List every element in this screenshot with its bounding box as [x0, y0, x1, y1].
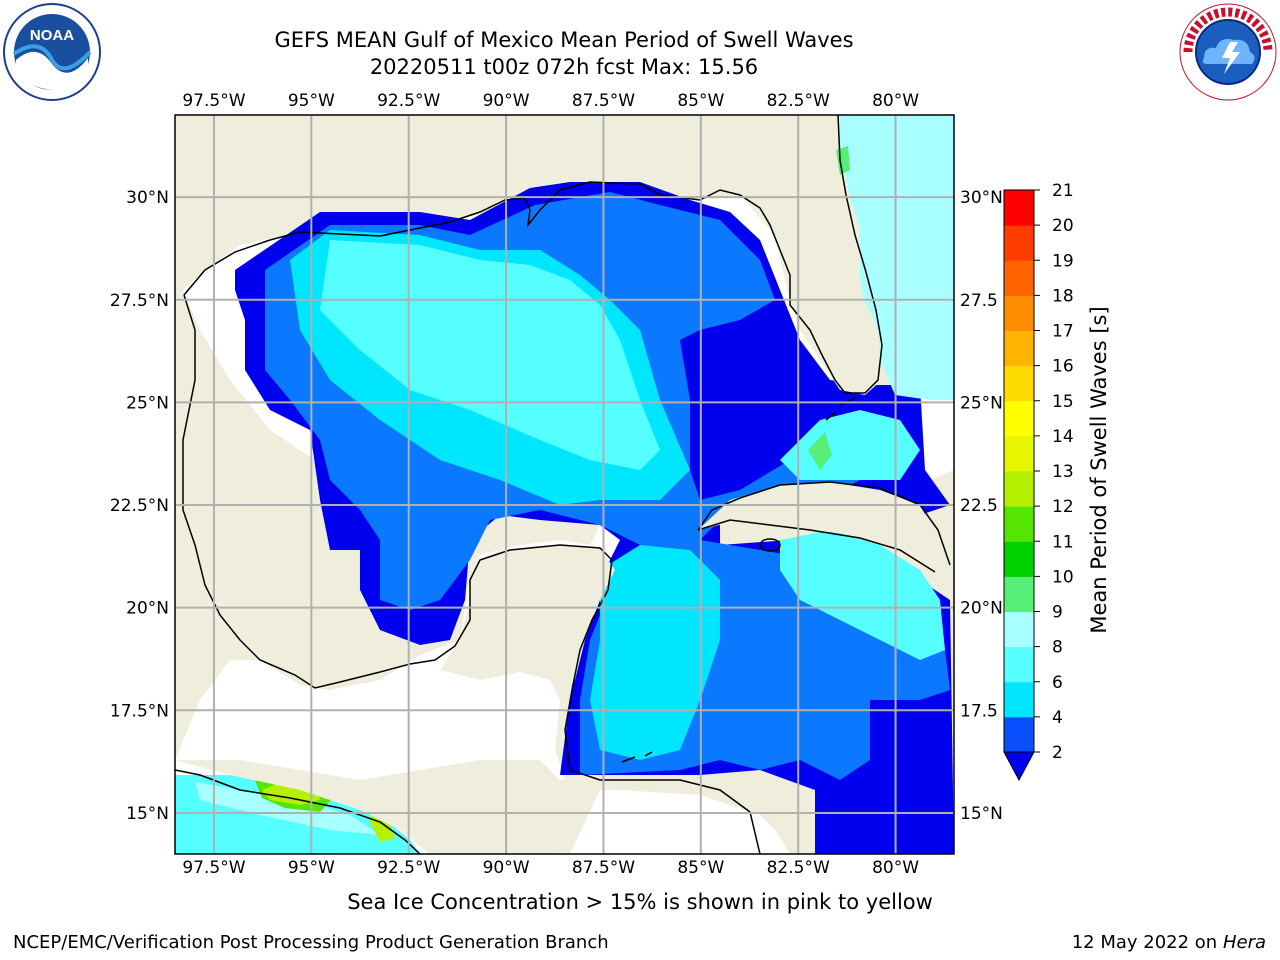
- colorbar-tick-label-8: 13: [1052, 462, 1074, 482]
- colorbar-tick-label-7: 12: [1052, 497, 1074, 517]
- swell-field-straits-9-10s: [808, 432, 832, 470]
- lat-label-left-5: 17.5°N: [110, 701, 169, 721]
- lat-label-right-5: 17.5: [960, 701, 998, 721]
- lon-label-bottom-1: 95°W: [288, 858, 335, 878]
- swell-field-straits-6-8s: [780, 410, 920, 480]
- colorbar-segment-7: [1004, 471, 1034, 507]
- colorbar-tick-label-0: 2: [1052, 743, 1063, 763]
- colorbar-tick-label-3: 8: [1052, 638, 1063, 658]
- sea-ice-note: Sea Ice Concentration > 15% is shown in …: [347, 890, 933, 914]
- swell-field-pacific-8-9s: [195, 782, 380, 835]
- colorbar-segment-8: [1004, 435, 1034, 472]
- lat-label-left-6: 15°N: [126, 804, 169, 824]
- colorbar-segment-12: [1004, 295, 1034, 331]
- lon-label-bottom-4: 87.5°W: [572, 858, 635, 878]
- credit-line: NCEP/EMC/Verification Post Processing Pr…: [13, 932, 609, 953]
- map-tick-labels: 97.5°W 97.5°W 95°W 95°W 92.5°W 92.5°W 90°W 90°W…: [110, 91, 1003, 878]
- host-name: Hera: [1222, 932, 1266, 953]
- lon-label-bottom-6: 82.5°W: [767, 858, 830, 878]
- colorbar-segment-14: [1004, 225, 1034, 261]
- swell-field-atlantic-8-9s: [840, 115, 954, 400]
- lat-label-right-0: 30°N: [960, 188, 1003, 208]
- swell-field-4-6s-east: [780, 530, 945, 660]
- colorbar-segment-4: [1004, 576, 1034, 612]
- colorbar-tick-label-4: 9: [1052, 603, 1063, 623]
- lat-label-right-1: 27.5: [960, 291, 998, 311]
- colorbar-segment-15: [1004, 190, 1034, 226]
- lat-label-right-6: 15°N: [960, 804, 1003, 824]
- lon-label-top-5: 85°W: [677, 91, 724, 111]
- map-title: GEFS MEAN Gulf of Mexico Mean Period of …: [274, 28, 854, 52]
- graticule: [175, 115, 954, 854]
- noaa-logo: NOAA: [3, 3, 101, 101]
- lon-label-bottom-0: 97.5°W: [182, 858, 245, 878]
- map-frame: [174, 114, 955, 855]
- lat-label-left-3: 22.5°N: [110, 496, 169, 516]
- colorbar-tick-label-12: 17: [1052, 322, 1074, 342]
- lat-label-right-4: 20°N: [960, 599, 1003, 619]
- colorbar-segment-13: [1004, 260, 1034, 296]
- lon-label-top-7: 80°W: [872, 91, 919, 111]
- colorbar-segment-10: [1004, 365, 1034, 402]
- colorbar-tick-label-16: 21: [1052, 181, 1074, 201]
- lat-label-left-0: 30°N: [126, 188, 169, 208]
- lon-label-top-2: 92.5°W: [377, 91, 440, 111]
- colorbar-segment-1: [1004, 681, 1034, 718]
- date-text: 12 May 2022 on: [1071, 932, 1218, 953]
- lon-label-bottom-7: 80°W: [872, 858, 919, 878]
- map-subtitle: 20220511 t00z 072h fcst Max: 15.56: [369, 55, 759, 79]
- colorbar-segment-2: [1004, 646, 1034, 683]
- florida-land: [700, 115, 840, 200]
- colorbar-label: Mean Period of Swell Waves [s]: [1087, 306, 1111, 633]
- colorbar-tick-label-5: 10: [1052, 567, 1074, 587]
- swell-field-4-6s-south: [590, 545, 720, 760]
- lon-label-top-0: 97.5°W: [182, 91, 245, 111]
- yucatan-land: [440, 545, 615, 700]
- lon-label-top-4: 87.5°W: [572, 91, 635, 111]
- swell-field-6-8s: [320, 240, 660, 470]
- colorbar-under-arrow: [1003, 751, 1035, 782]
- colorbar-segment-11: [1004, 330, 1034, 367]
- colorbar-segment-3: [1004, 611, 1034, 648]
- colorbar-segment-0: [1004, 716, 1034, 753]
- colorbar-tick-label-6: 11: [1052, 532, 1074, 552]
- colorbar-tick-label-9: 14: [1052, 427, 1074, 447]
- lat-label-left-1: 27.5°N: [110, 291, 169, 311]
- coastlines: [175, 115, 951, 854]
- colorbar-tick-label-13: 18: [1052, 286, 1074, 306]
- colorbar-tick-label-11: 16: [1052, 357, 1074, 377]
- lat-label-right-2: 25°N: [960, 393, 1003, 413]
- colorbar-tick-label-1: 4: [1052, 708, 1063, 728]
- lon-label-bottom-3: 90°W: [483, 858, 530, 878]
- date-line: 12 May 2022 on Hera: [1072, 932, 1266, 953]
- colorbar-tick-label-15: 20: [1052, 216, 1074, 236]
- central-america-land: [175, 760, 815, 854]
- lat-label-left-2: 25°N: [126, 393, 169, 413]
- lon-label-bottom-2: 92.5°W: [377, 858, 440, 878]
- nws-logo: [1179, 3, 1277, 101]
- colorbar-segment-5: [1004, 541, 1034, 577]
- map-area: [175, 115, 954, 854]
- colorbar-tick-label-10: 15: [1052, 392, 1074, 412]
- lon-label-top-6: 82.5°W: [767, 91, 830, 111]
- noaa-logo-text: NOAA: [30, 27, 74, 44]
- colorbar-tick-label-2: 6: [1052, 673, 1063, 693]
- lon-label-top-1: 95°W: [288, 91, 335, 111]
- colorbar-segment-6: [1004, 506, 1034, 542]
- lon-label-bottom-5: 85°W: [677, 858, 724, 878]
- lat-label-right-3: 22.5: [960, 496, 998, 516]
- colorbar-segment-9: [1004, 400, 1034, 437]
- colorbar: 2 4 6 8 9 10 11 12 13 14 15 16 17 18 19 20 21: [1003, 181, 1074, 782]
- colorbar-tick-label-14: 19: [1052, 251, 1074, 271]
- lon-label-top-3: 90°W: [483, 91, 530, 111]
- lat-label-left-4: 20°N: [126, 599, 169, 619]
